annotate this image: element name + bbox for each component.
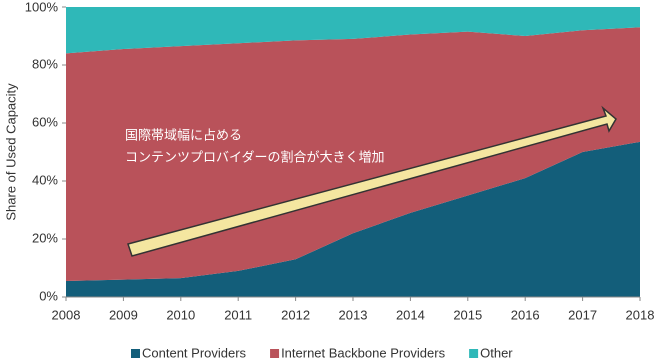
- trend-arrow: [127, 105, 617, 257]
- x-tick-label: 2015: [453, 307, 482, 322]
- x-tick-label: 2009: [109, 307, 138, 322]
- x-tick-label: 2016: [511, 307, 540, 322]
- y-tick-label: 80%: [32, 56, 58, 71]
- x-tick-label: 2008: [52, 307, 81, 322]
- annotation: 国際帯域幅に占める: [125, 127, 242, 142]
- x-tick-label: 2011: [224, 307, 252, 322]
- y-tick-label: 20%: [32, 230, 58, 245]
- y-axis-label: Share of Used Capacity: [3, 83, 18, 221]
- legend-label: Internet Backbone Providers: [281, 345, 446, 360]
- legend-swatch: [131, 349, 140, 358]
- y-tick-label: 100%: [25, 0, 59, 14]
- legend-swatch: [469, 349, 479, 358]
- area: [66, 141, 640, 297]
- legend-swatch: [270, 349, 280, 358]
- x-tick-label: 2010: [166, 307, 195, 322]
- x-tick-label: 2013: [339, 307, 368, 322]
- y-tick-label: 40%: [32, 172, 58, 187]
- area: [66, 7, 640, 54]
- legend-label: Content Providers: [142, 345, 247, 360]
- area: [66, 27, 640, 282]
- plot-area: [66, 7, 640, 297]
- x-tick-label: 2017: [568, 307, 597, 322]
- x-tick-label: 2018: [626, 307, 655, 322]
- legend-label: Other: [480, 345, 513, 360]
- x-tick-label: 2014: [396, 307, 425, 322]
- x-tick-label: 2012: [281, 307, 310, 322]
- y-tick-label: 0%: [39, 288, 58, 303]
- y-tick-label: 60%: [32, 114, 58, 129]
- annotation: コンテンツプロバイダーの割合が大きく増加: [125, 149, 384, 164]
